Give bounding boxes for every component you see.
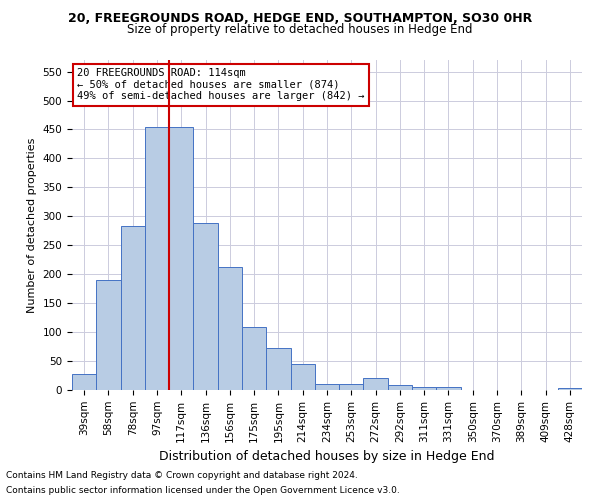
Bar (412, 387, 436, 390)
Bar (72, 374, 96, 390)
Y-axis label: Number of detached properties: Number of detached properties (27, 138, 37, 312)
Bar (436, 387, 461, 390)
Bar (339, 384, 364, 390)
Bar (145, 126, 169, 390)
Bar (169, 126, 193, 390)
Bar (121, 226, 145, 390)
Bar (266, 348, 290, 390)
Bar (290, 364, 315, 390)
Bar (315, 384, 339, 390)
Text: 20, FREEGROUNDS ROAD, HEDGE END, SOUTHAMPTON, SO30 0HR: 20, FREEGROUNDS ROAD, HEDGE END, SOUTHAM… (68, 12, 532, 26)
Text: Size of property relative to detached houses in Hedge End: Size of property relative to detached ho… (127, 22, 473, 36)
Bar (218, 268, 242, 390)
Bar (193, 224, 218, 390)
Text: 20 FREEGROUNDS ROAD: 114sqm
← 50% of detached houses are smaller (874)
49% of se: 20 FREEGROUNDS ROAD: 114sqm ← 50% of det… (77, 68, 365, 102)
Bar (364, 378, 388, 390)
Bar (96, 280, 121, 390)
Bar (388, 386, 412, 390)
Bar (558, 388, 582, 390)
X-axis label: Distribution of detached houses by size in Hedge End: Distribution of detached houses by size … (159, 450, 495, 463)
Bar (242, 328, 266, 390)
Text: Contains HM Land Registry data © Crown copyright and database right 2024.: Contains HM Land Registry data © Crown c… (6, 471, 358, 480)
Text: Contains public sector information licensed under the Open Government Licence v3: Contains public sector information licen… (6, 486, 400, 495)
